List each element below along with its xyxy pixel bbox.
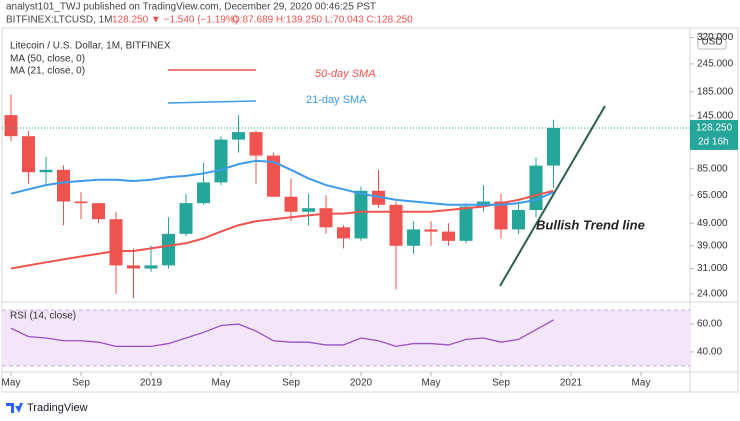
logo-icon	[6, 403, 23, 413]
price-tick-label: 39.000	[697, 240, 728, 251]
candle-body	[197, 182, 210, 204]
candle-body	[232, 132, 245, 140]
candle-body	[214, 139, 228, 183]
annotation-line-blue	[167, 100, 257, 104]
frame	[1, 27, 739, 393]
price-tick-label: 145.000	[697, 110, 734, 121]
candle-body	[284, 196, 298, 212]
candle-body	[494, 201, 508, 230]
candle-body	[109, 219, 123, 266]
last-price-box	[690, 119, 738, 150]
candle-body	[39, 169, 53, 173]
chart-title: Litecoin / U.S. Dollar, 1M, BITFINEX	[10, 41, 171, 52]
annotation-21: 21-day SMA	[306, 94, 367, 106]
last-price-label: 128.250	[696, 123, 733, 134]
ohlc: O:87.689 H:139.250 L:70.043 C:128.250	[232, 15, 413, 26]
candle-body	[547, 127, 560, 166]
ma-line	[10, 159, 554, 206]
rsi-band	[2, 310, 690, 366]
candle-body	[162, 233, 175, 266]
candle-body	[57, 169, 70, 202]
change: 128.250 ▼ −1.540 (−1.19%)	[112, 15, 238, 26]
publisher: analyst101_TWJ published on TradingView.…	[6, 2, 376, 13]
rsi-tick-label: 60.00	[697, 319, 722, 330]
candle-body	[92, 203, 105, 220]
candle-body	[389, 204, 403, 246]
legend-rsi: RSI (14, close)	[10, 311, 76, 322]
time-tick-label: May	[632, 378, 651, 389]
rsi-tick-label: 40.00	[697, 347, 722, 358]
candle-body	[144, 265, 158, 269]
candle-body	[372, 190, 385, 205]
candle-body	[267, 155, 280, 197]
candle-body	[529, 165, 543, 210]
price-tick-label: 65.000	[697, 190, 728, 201]
annotation-trend: Bullish Trend line	[536, 217, 645, 232]
candle-body	[407, 229, 420, 246]
time-tick-label: May	[212, 378, 231, 389]
candle-body	[179, 203, 193, 234]
candle-body	[319, 208, 333, 228]
time-tick-label: 2020	[350, 378, 373, 389]
time-tick-label: Sep	[72, 378, 90, 389]
candle-body	[74, 201, 88, 204]
candle-body	[249, 132, 263, 156]
price-tick-label: 245.000	[697, 59, 734, 70]
candle-body	[442, 231, 455, 241]
candle-body	[512, 209, 525, 230]
currency-box[interactable]	[697, 33, 727, 50]
time-tick-label: Sep	[282, 378, 300, 389]
price-tick-label: 24.000	[697, 288, 728, 299]
candle-body	[4, 115, 18, 137]
currency: USD	[701, 37, 722, 48]
price-tick-label: 320.000	[697, 32, 734, 43]
footer-logo: TradingView	[6, 402, 88, 414]
countdown: 2d 16h	[698, 137, 729, 148]
ma-line	[10, 189, 554, 270]
candle-body	[127, 265, 140, 269]
time-tick-label: May	[422, 378, 441, 389]
price-tick-label: 31.000	[697, 263, 728, 274]
candle-body	[302, 208, 315, 212]
candle-body	[354, 190, 368, 239]
time-tick-label: Sep	[492, 378, 510, 389]
symbol: BITFINEX:LTCUSD, 1M	[6, 15, 113, 26]
time-tick-label: 2021	[560, 378, 583, 389]
annotation-50: 50-day SMA	[315, 68, 376, 80]
time-tick-label: May	[2, 378, 21, 389]
legend-ma50: MA (50, close, 0)	[10, 54, 85, 65]
legend-ma21: MA (21, close, 0)	[10, 66, 85, 77]
candle-body	[459, 206, 473, 241]
price-tick-label: 185.000	[697, 86, 734, 97]
trend-line	[499, 105, 606, 287]
price-tick-label: 85.000	[697, 163, 728, 174]
candle-body	[337, 227, 350, 239]
rsi-line	[10, 319, 554, 348]
candle-body	[424, 229, 438, 232]
time-tick-label: 2019	[140, 378, 163, 389]
logo-text: TradingView	[27, 402, 88, 414]
price-tick-label: 49.000	[697, 218, 728, 229]
candle-body	[22, 136, 35, 173]
